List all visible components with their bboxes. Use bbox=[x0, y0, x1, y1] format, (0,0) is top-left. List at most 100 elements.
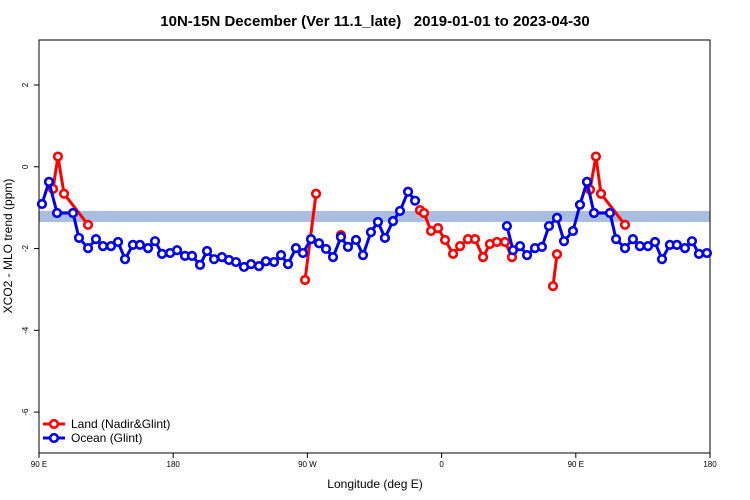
x-tick-label: 90 E bbox=[568, 460, 584, 469]
y-tick-label: 2 bbox=[21, 82, 30, 87]
data-point bbox=[409, 195, 421, 206]
data-point bbox=[501, 220, 513, 232]
data-point bbox=[201, 245, 213, 257]
data-point bbox=[499, 236, 511, 248]
data-point bbox=[595, 188, 607, 199]
legend-label: Land (Nadir&Glint) bbox=[71, 417, 170, 431]
y-tick-label: 0 bbox=[21, 164, 30, 169]
reference-band bbox=[39, 210, 710, 222]
data-point bbox=[82, 219, 94, 230]
data-point bbox=[642, 240, 654, 252]
data-point bbox=[335, 231, 347, 243]
data-point bbox=[477, 252, 489, 263]
data-point bbox=[58, 188, 70, 199]
data-point bbox=[36, 198, 48, 210]
x-tick-label: 0 bbox=[439, 460, 444, 469]
y-tick-label: -6 bbox=[21, 408, 30, 416]
data-point bbox=[418, 207, 430, 219]
chart-title: 10N-15N December (Ver 11.1_late) 2019-01… bbox=[160, 13, 589, 30]
data-point bbox=[350, 234, 362, 246]
data-point bbox=[112, 236, 124, 248]
data-point bbox=[156, 248, 168, 259]
legend-marker bbox=[48, 418, 60, 430]
data-point bbox=[402, 186, 414, 197]
data-point bbox=[619, 219, 631, 230]
data-point bbox=[543, 220, 555, 232]
series bbox=[36, 176, 712, 273]
data-point bbox=[313, 238, 325, 249]
data-point bbox=[260, 256, 272, 267]
data-point bbox=[90, 234, 102, 245]
data-point bbox=[536, 241, 548, 253]
data-point bbox=[230, 256, 242, 268]
data-point bbox=[521, 249, 533, 261]
x-tick-label: 90 W bbox=[298, 460, 317, 469]
data-point bbox=[119, 254, 131, 265]
data-point bbox=[194, 259, 206, 271]
data-point bbox=[432, 222, 444, 234]
data-point bbox=[679, 243, 691, 254]
data-point bbox=[693, 248, 705, 259]
data-point bbox=[379, 232, 391, 244]
legend-label: Ocean (Glint) bbox=[71, 431, 142, 445]
y-axis-label: XCO2 - MLO trend (ppm) bbox=[1, 179, 15, 314]
data-point bbox=[320, 243, 332, 255]
data-point bbox=[82, 243, 94, 254]
data-point bbox=[282, 258, 294, 270]
data-point bbox=[551, 249, 563, 260]
x-tick-label: 180 bbox=[703, 460, 717, 469]
data-point bbox=[547, 281, 559, 292]
data-point bbox=[469, 234, 481, 245]
data-point bbox=[310, 188, 322, 199]
data-point bbox=[619, 243, 631, 254]
data-point bbox=[52, 151, 64, 162]
data-point bbox=[105, 240, 117, 252]
y-tick-label: -2 bbox=[21, 244, 30, 252]
data-point bbox=[305, 234, 317, 245]
data-point bbox=[686, 236, 698, 247]
data-point bbox=[342, 241, 354, 253]
data-point bbox=[656, 254, 668, 265]
data-point bbox=[142, 243, 154, 254]
data-point bbox=[551, 212, 563, 223]
data-point bbox=[245, 258, 257, 270]
data-point bbox=[186, 250, 198, 262]
data-point bbox=[507, 245, 519, 256]
data-point bbox=[327, 252, 339, 263]
data-point bbox=[588, 207, 600, 219]
data-point bbox=[581, 176, 593, 187]
data-point bbox=[268, 256, 280, 268]
data-point bbox=[671, 239, 682, 250]
x-tick-label: 180 bbox=[167, 460, 181, 469]
data-point bbox=[387, 216, 399, 227]
data-point bbox=[590, 151, 602, 162]
data-point bbox=[297, 247, 309, 259]
data-point bbox=[253, 261, 265, 272]
data-point bbox=[558, 236, 570, 247]
plot-frame bbox=[38, 39, 711, 454]
data-point bbox=[627, 234, 639, 245]
y-tick-label: -4 bbox=[21, 326, 30, 334]
data-point bbox=[43, 176, 55, 187]
data-point bbox=[394, 205, 406, 217]
data-point bbox=[73, 232, 85, 244]
data-point bbox=[171, 245, 183, 256]
data-point bbox=[454, 240, 466, 252]
x-axis-label: Longitude (deg E) bbox=[327, 477, 422, 491]
data-point bbox=[97, 240, 109, 252]
data-point bbox=[574, 199, 586, 210]
data-point bbox=[149, 236, 161, 247]
data-point bbox=[275, 249, 287, 261]
data-point bbox=[365, 227, 377, 238]
data-point bbox=[290, 243, 302, 254]
data-point bbox=[372, 216, 384, 228]
data-point bbox=[208, 254, 220, 265]
data-point bbox=[567, 225, 579, 237]
legend-marker bbox=[48, 432, 60, 444]
data-point bbox=[447, 248, 459, 259]
data-point bbox=[514, 240, 526, 252]
data-point bbox=[491, 236, 503, 248]
data-point bbox=[604, 207, 616, 219]
